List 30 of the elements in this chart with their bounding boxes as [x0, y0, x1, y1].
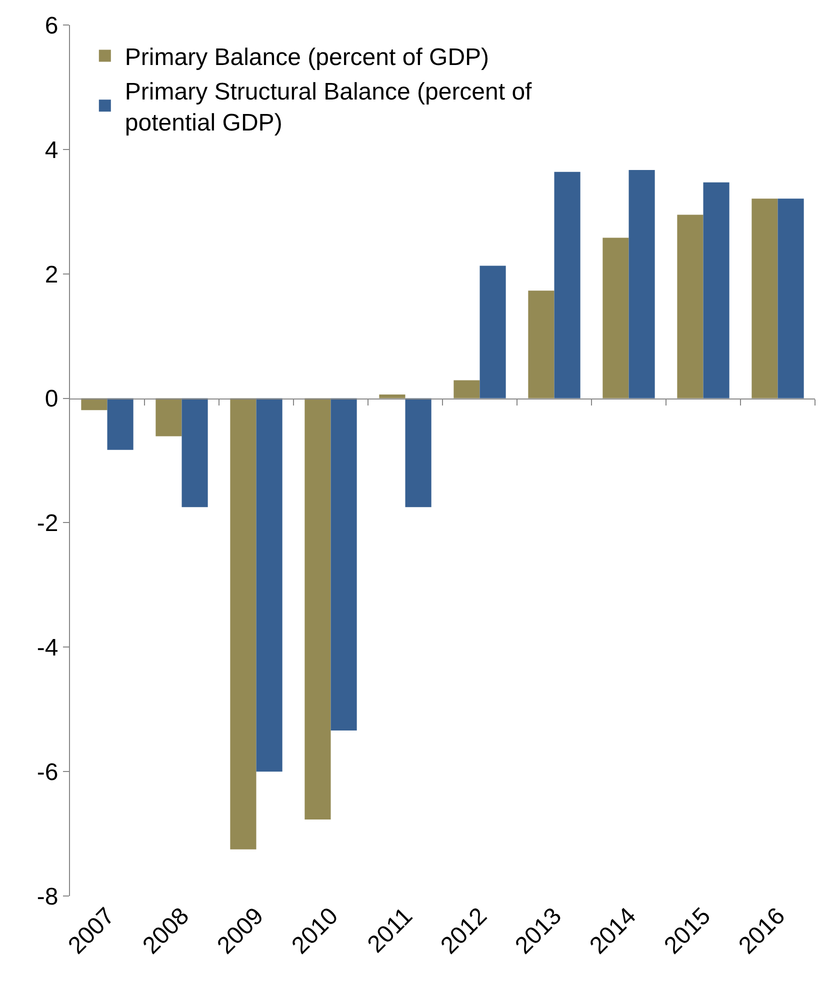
bar: [454, 380, 480, 398]
y-tick-label: 0: [44, 386, 58, 413]
bar: [156, 398, 182, 436]
bar: [480, 266, 506, 398]
bar: [703, 182, 730, 398]
bar: [379, 394, 406, 398]
bar: [528, 290, 554, 398]
bar: [602, 238, 629, 398]
bar: [182, 398, 208, 508]
legend-label: Primary Structural Balance (percent of potential GDP): [124, 78, 532, 137]
bar: [256, 398, 282, 772]
bar: [677, 214, 704, 398]
bar: [405, 398, 432, 508]
y-tick-label: 4: [44, 136, 58, 164]
y-tick-label: -4: [36, 634, 58, 662]
bar: [304, 398, 331, 820]
bar: [778, 198, 804, 398]
y-tick-label: 2: [44, 261, 58, 288]
legend-label: Primary Balance (percent of GDP): [124, 44, 490, 72]
bar: [230, 398, 256, 850]
bar: [330, 398, 357, 731]
bar: [81, 398, 108, 410]
bar: [554, 172, 580, 398]
y-tick-label: -8: [36, 883, 58, 910]
bar: [107, 398, 134, 450]
y-tick-label: -2: [36, 510, 58, 538]
y-tick-label: -6: [36, 758, 58, 786]
y-tick-label: 6: [44, 12, 58, 40]
bar: [628, 170, 655, 398]
bar: [752, 198, 778, 398]
